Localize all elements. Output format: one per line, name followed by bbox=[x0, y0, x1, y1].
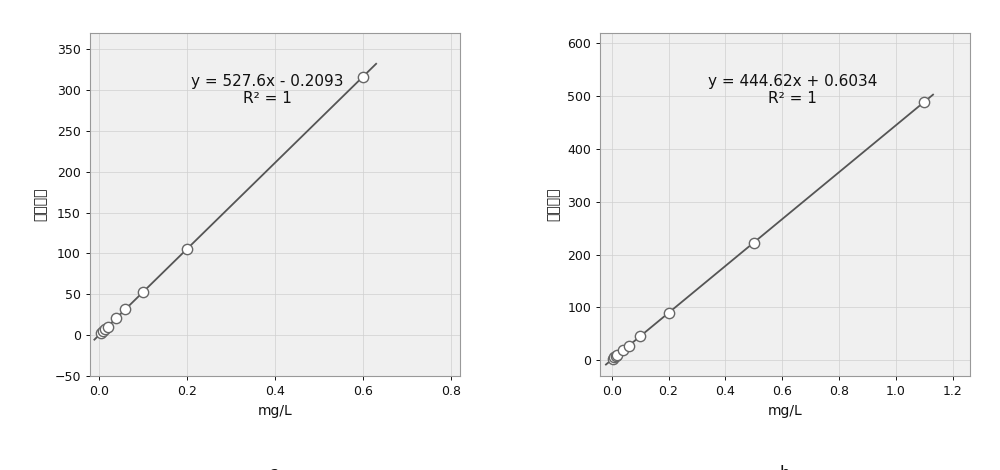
Y-axis label: 响应面积: 响应面积 bbox=[34, 188, 48, 221]
Point bbox=[621, 342, 637, 350]
Point bbox=[605, 355, 621, 362]
Point bbox=[93, 329, 109, 337]
Point bbox=[615, 347, 631, 354]
Text: a: a bbox=[270, 465, 280, 470]
Point bbox=[632, 333, 648, 340]
Point bbox=[608, 352, 624, 360]
Point bbox=[95, 327, 111, 335]
Point bbox=[661, 309, 677, 317]
X-axis label: mg/L: mg/L bbox=[257, 404, 292, 417]
Point bbox=[117, 306, 133, 313]
Point bbox=[100, 323, 116, 330]
Text: y = 527.6x - 0.2093
R² = 1: y = 527.6x - 0.2093 R² = 1 bbox=[191, 74, 344, 107]
Point bbox=[179, 245, 195, 253]
Point bbox=[135, 289, 151, 296]
Point bbox=[606, 354, 622, 361]
Point bbox=[355, 73, 371, 80]
Text: b: b bbox=[780, 465, 790, 470]
Text: y = 444.62x + 0.6034
R² = 1: y = 444.62x + 0.6034 R² = 1 bbox=[708, 74, 877, 107]
X-axis label: mg/L: mg/L bbox=[768, 404, 803, 417]
Point bbox=[97, 325, 113, 333]
Point bbox=[609, 352, 625, 359]
Point bbox=[108, 314, 124, 322]
Point bbox=[916, 98, 932, 105]
Y-axis label: 响应面积: 响应面积 bbox=[546, 188, 560, 221]
Point bbox=[746, 239, 762, 246]
